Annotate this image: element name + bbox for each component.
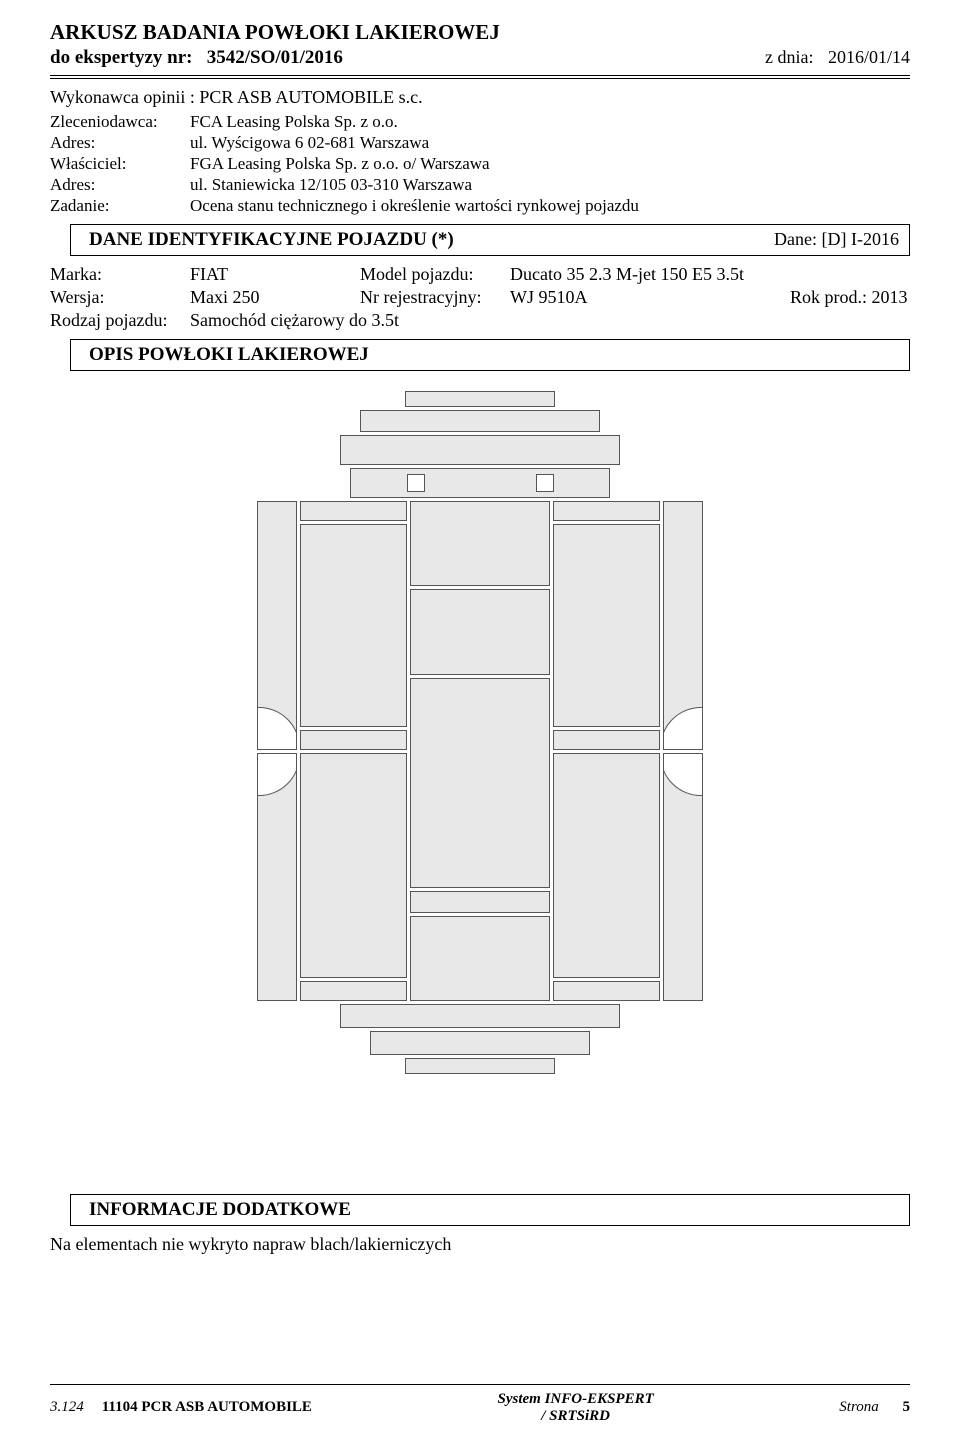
diagram-wheel-arch [663,501,703,750]
footer-system-1: System INFO-EKSPERT [497,1391,653,1407]
info-value: ul. Wyścigowa 6 02-681 Warszawa [190,133,910,153]
vg-label: Rodzaj pojazdu: [50,310,190,331]
vg-value [790,264,910,285]
diagram-panel [300,753,407,979]
diagram-panel [553,981,660,1001]
date-label: z dnia: [765,47,813,68]
header: ARKUSZ BADANIA POWŁOKI LAKIEROWEJ do eks… [50,20,910,79]
diagram-window [407,474,425,492]
section-extra: INFORMACJE DODATKOWE [70,1194,910,1226]
diagram-wheel-arch [257,501,297,750]
diagram-panel [405,391,555,407]
vg-value: Samochód ciężarowy do 3.5t [190,310,910,331]
diagram-side-left [257,501,407,1001]
diagram-panel [410,916,550,1001]
diagram-windshield [350,468,610,498]
diagram-panel [405,1058,555,1074]
vg-value: Rok prod.: 2013 [790,287,910,308]
diagram-panel [410,678,550,888]
footer-page-num: 5 [903,1399,911,1415]
diagram-panel [410,501,550,586]
diagram-wheel-arch [663,753,703,1002]
diagram-panel [410,589,550,674]
info-value: FCA Leasing Polska Sp. z o.o. [190,112,910,132]
diagram-panel [553,524,660,727]
executor-line: Wykonawca opinii : PCR ASB AUTOMOBILE s.… [50,87,910,108]
subtitle-value: 3542/SO/01/2016 [207,47,343,68]
diagram-center [410,501,550,1001]
diagram-panel [553,753,660,979]
subtitle-label: do ekspertyzy nr: [50,47,192,68]
diagram-panel [370,1031,590,1055]
diagram-top [340,391,620,465]
diagram-panel [553,730,660,750]
doc-title: ARKUSZ BADANIA POWŁOKI LAKIEROWEJ [50,20,910,45]
info-grid: Zleceniodawca: FCA Leasing Polska Sp. z … [50,112,910,216]
footer-version: 3.124 [50,1399,84,1416]
vg-label: Marka: [50,264,190,285]
subtitle-row: do ekspertyzy nr: 3542/SO/01/2016 z dnia… [50,45,910,69]
footer-system: System INFO-EKSPERT / SRTSiRD [497,1391,653,1424]
info-value: ul. Staniewicka 12/105 03-310 Warszawa [190,175,910,195]
footer-system-2: / SRTSiRD [541,1408,610,1424]
section-paint: OPIS POWŁOKI LAKIEROWEJ [70,339,910,371]
info-label: Adres: [50,133,190,153]
info-label: Zadanie: [50,196,190,216]
diagram-side-right [553,501,703,1001]
diagram-wheel-arch [257,753,297,1002]
vg-label: Wersja: [50,287,190,308]
info-label: Właściciel: [50,154,190,174]
section-right: Dane: [D] I-2016 [774,229,899,251]
section-title: OPIS POWŁOKI LAKIEROWEJ [89,344,369,366]
subtitle: do ekspertyzy nr: 3542/SO/01/2016 [50,47,343,69]
vg-value: Ducato 35 2.3 M-jet 150 E5 3.5t [510,264,790,285]
vg-label: Model pojazdu: [360,264,510,285]
vg-value: WJ 9510A [510,287,790,308]
diagram-panel [553,501,660,521]
diagram-bottom [340,1004,620,1074]
vehicle-diagram [250,391,710,1074]
diagram-panel [410,891,550,913]
diagram-window [536,474,554,492]
diagram-panel [300,981,407,1001]
vg-value: FIAT [190,264,360,285]
diagram-panel [340,1004,620,1028]
vehicle-grid: Marka: FIAT Model pojazdu: Ducato 35 2.3… [50,264,910,331]
vg-value: Maxi 250 [190,287,360,308]
info-value: Ocena stanu technicznego i określenie wa… [190,196,910,216]
section-vehicle-id: DANE IDENTYFIKACYJNE POJAZDU (*) Dane: [… [70,224,910,256]
header-rule [50,75,910,79]
footer-left: 3.124 11104 PCR ASB AUTOMOBILE [50,1399,312,1416]
section-title: DANE IDENTYFIKACYJNE POJAZDU (*) [89,229,454,251]
diagram-mid [257,501,703,1001]
diagram-panel [300,730,407,750]
section-title: INFORMACJE DODATKOWE [89,1199,351,1221]
footer-right: Strona 5 [839,1399,910,1416]
diagram-panel [340,435,620,465]
footer-org: 11104 PCR ASB AUTOMOBILE [102,1399,312,1416]
date-block: z dnia: 2016/01/14 [765,47,910,68]
footer-page-label: Strona [839,1399,878,1415]
extra-text: Na elementach nie wykryto napraw blach/l… [50,1234,910,1255]
diagram-panel [360,410,600,432]
info-label: Zleceniodawca: [50,112,190,132]
diagram-panel [300,501,407,521]
diagram-panel [300,524,407,727]
info-label: Adres: [50,175,190,195]
date-value: 2016/01/14 [828,47,910,67]
footer: 3.124 11104 PCR ASB AUTOMOBILE System IN… [50,1384,910,1424]
vg-label: Nr rejestracyjny: [360,287,510,308]
info-value: FGA Leasing Polska Sp. z o.o. o/ Warszaw… [190,154,910,174]
